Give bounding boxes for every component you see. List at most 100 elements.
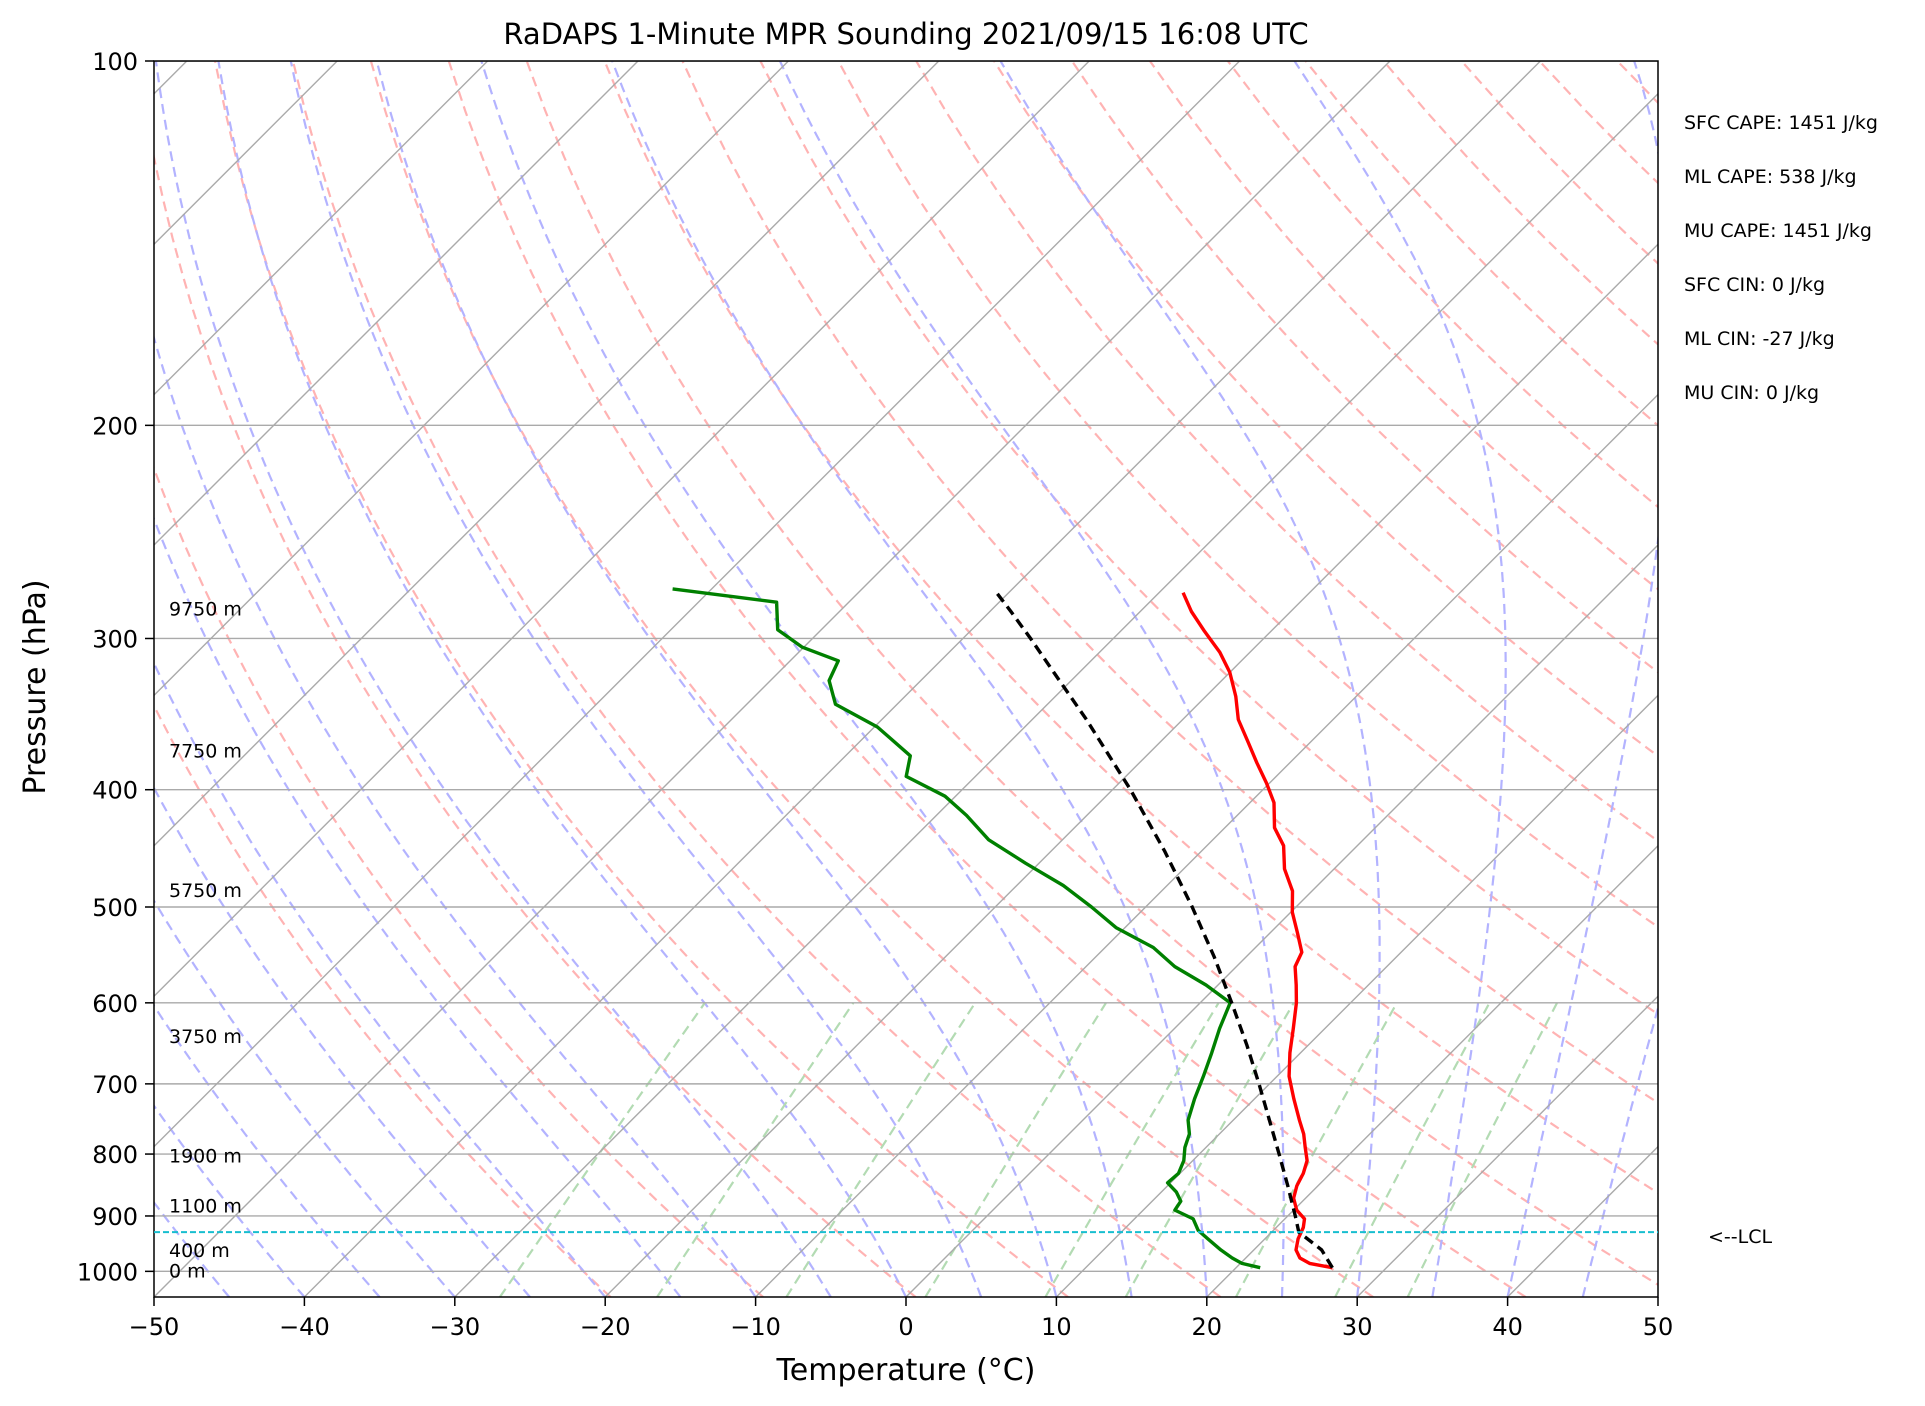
moist-adiabat bbox=[778, 61, 1285, 1297]
stability-index-text: MU CIN: 0 J/kg bbox=[1684, 382, 1819, 404]
height-label: 1900 m bbox=[169, 1146, 242, 1168]
axes: −50 −40 −30 −20 −10 0 10 20 30 40 50 100 200 300 400 50… bbox=[77, 48, 1673, 1341]
stability-index-text: SFC CIN: 0 J/kg bbox=[1684, 274, 1825, 296]
dry-adiabat bbox=[681, 61, 1658, 1105]
isotherm-line bbox=[755, 393, 1658, 1297]
moist-adiabat bbox=[289, 61, 983, 1297]
moist-adiabat bbox=[154, 1003, 381, 1297]
isotherm-line bbox=[154, 61, 489, 396]
stability-index-text: SFC CAPE: 1451 J/kg bbox=[1684, 112, 1878, 134]
isotherm-line bbox=[154, 61, 1090, 998]
y-tick-label: 100 bbox=[92, 48, 138, 76]
y-tick-label: 900 bbox=[92, 1203, 138, 1231]
x-tick-label: 0 bbox=[898, 1313, 913, 1341]
dry-adiabat bbox=[1616, 61, 1658, 105]
dry-adiabat bbox=[1304, 61, 1658, 427]
height-label: 0 m bbox=[169, 1260, 206, 1282]
dry-adiabat bbox=[603, 61, 1658, 1195]
stability-index-text: ML CAPE: 538 J/kg bbox=[1684, 166, 1857, 188]
x-tick-label: 10 bbox=[1041, 1313, 1072, 1341]
height-label: 400 m bbox=[169, 1240, 230, 1262]
mixing-ratio-line bbox=[1334, 1002, 1491, 1297]
height-label: 5750 m bbox=[169, 880, 242, 902]
y-tick-label: 200 bbox=[92, 412, 138, 440]
moist-adiabat bbox=[154, 516, 682, 1297]
isotherm-line bbox=[154, 61, 940, 847]
isotherm-line bbox=[154, 61, 639, 546]
x-tick-label: 50 bbox=[1643, 1313, 1674, 1341]
dry-adiabat bbox=[1538, 61, 1658, 185]
isotherm-line bbox=[154, 61, 789, 697]
dry-adiabat bbox=[369, 61, 1374, 1297]
x-tick-label: −30 bbox=[429, 1313, 480, 1341]
x-axis-label: Temperature (°C) bbox=[776, 1353, 1036, 1388]
x-tick-label: −20 bbox=[580, 1313, 631, 1341]
moist-adiabat bbox=[217, 61, 907, 1297]
dry-adiabat bbox=[1149, 61, 1658, 591]
height-label: 3750 m bbox=[169, 1026, 242, 1048]
y-axis-label: Pressure (hPa) bbox=[18, 579, 53, 794]
moist-adiabat bbox=[1581, 1003, 1658, 1297]
lcl-label: <--LCL bbox=[1708, 1226, 1772, 1248]
isotherm-line bbox=[1507, 1145, 1658, 1297]
height-label: 9750 m bbox=[169, 599, 242, 621]
x-tick-label: −40 bbox=[279, 1313, 330, 1341]
y-tick-label: 800 bbox=[92, 1141, 138, 1169]
isotherm-line bbox=[154, 61, 1241, 1148]
isotherm-line bbox=[1657, 1296, 1658, 1297]
x-tick-label: −50 bbox=[129, 1313, 180, 1341]
isotherm-line bbox=[1206, 844, 1658, 1297]
y-tick-label: 300 bbox=[92, 625, 138, 653]
temperature-trace bbox=[1181, 592, 1333, 1270]
dry-adiabat bbox=[1851, 61, 1925, 1297]
y-tick-label: 700 bbox=[92, 1071, 138, 1099]
x-tick-label: 20 bbox=[1192, 1313, 1223, 1341]
moist-adiabat bbox=[1293, 61, 1507, 1297]
mixing-ratio-line bbox=[1124, 1002, 1295, 1297]
background-grid bbox=[154, 61, 1925, 1297]
isotherm-line bbox=[905, 544, 1658, 1297]
dry-adiabat bbox=[154, 151, 917, 1297]
dry-adiabat bbox=[291, 61, 1222, 1297]
moist-adiabat bbox=[611, 61, 1208, 1297]
moist-adiabat bbox=[154, 898, 456, 1297]
moist-adiabat bbox=[1656, 1292, 1658, 1297]
y-tick-label: 500 bbox=[92, 894, 138, 922]
y-tick-label: 1000 bbox=[77, 1258, 138, 1286]
x-tick-label: 30 bbox=[1342, 1313, 1373, 1341]
moist-adiabat bbox=[154, 61, 832, 1297]
dry-adiabat bbox=[1226, 61, 1658, 509]
stability-indices: SFC CAPE: 1451 J/kg ML CAPE: 538 J/kg MU C… bbox=[1684, 112, 1878, 404]
isotherm-line bbox=[154, 61, 1391, 1297]
isotherm-line bbox=[1356, 995, 1658, 1297]
stability-index-text: ML CIN: -27 J/kg bbox=[1684, 328, 1835, 350]
dry-adiabat bbox=[154, 465, 764, 1297]
isotherm-line bbox=[303, 61, 1541, 1297]
dry-adiabat bbox=[1773, 61, 1925, 1297]
mixing-ratio-line bbox=[1235, 1002, 1398, 1297]
moist-adiabat bbox=[154, 785, 531, 1297]
dry-adiabat bbox=[1071, 61, 1658, 674]
height-label: 7750 m bbox=[169, 741, 242, 763]
dry-adiabat bbox=[759, 61, 1658, 1016]
dry-adiabat bbox=[993, 61, 1658, 758]
isotherm-line bbox=[1055, 694, 1658, 1297]
y-tick-label: 400 bbox=[92, 777, 138, 805]
moist-adiabat bbox=[480, 61, 1133, 1297]
dry-adiabat bbox=[915, 61, 1658, 843]
x-tick-label: −10 bbox=[730, 1313, 781, 1341]
dry-adiabat bbox=[1695, 61, 1925, 1297]
moist-adiabat bbox=[375, 61, 1058, 1297]
moist-adiabat bbox=[1506, 61, 1658, 1297]
stability-index-text: MU CAPE: 1451 J/kg bbox=[1684, 220, 1872, 242]
chart-title: RaDAPS 1-Minute MPR Sounding 2021/09/15 … bbox=[503, 17, 1308, 51]
moist-adiabat bbox=[999, 61, 1381, 1297]
dry-adiabat bbox=[447, 61, 1527, 1297]
mixing-ratio-line bbox=[1406, 1002, 1559, 1297]
isotherm-line bbox=[454, 92, 1658, 1297]
mixing-ratio-line bbox=[785, 1002, 977, 1297]
x-tick-label: 40 bbox=[1492, 1313, 1523, 1341]
moist-adiabat bbox=[154, 334, 757, 1297]
parcel-trace bbox=[995, 591, 1334, 1269]
